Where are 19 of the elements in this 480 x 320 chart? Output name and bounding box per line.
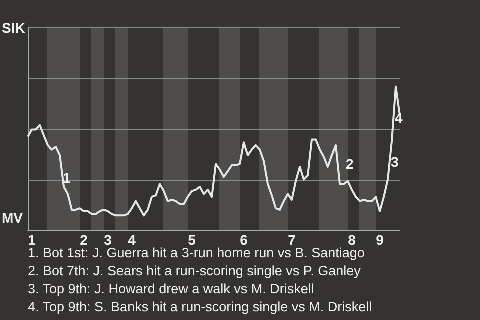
text: 3. Top 9th: J. Howard drew a walk vs M. Driskell <box>28 282 314 296</box>
annotation: 1 <box>63 170 71 186</box>
x-tick-label: 4 <box>128 232 136 248</box>
annotation: 3 <box>391 154 399 170</box>
text: SIK <box>2 20 26 36</box>
annotation: 4 <box>395 110 403 126</box>
x-tick-label: 1 <box>28 232 36 248</box>
text: 1. Bot 1st: J. Guerra hit a 3-run home run vs B. Santiago <box>28 246 365 260</box>
text: 4. Top 9th: S. Banks hit a run-scoring single vs M. Driskell <box>28 300 372 314</box>
x-tick-label: 8 <box>348 232 356 248</box>
x-tick-label: 2 <box>80 232 88 248</box>
x-tick-label: 5 <box>188 232 196 248</box>
x-tick-label: 7 <box>288 232 296 248</box>
x-tick-label: 3 <box>104 232 112 248</box>
x-tick-label: 6 <box>240 232 248 248</box>
annotation: 2 <box>346 156 354 172</box>
text: 2. Bot 7th: J. Sears hit a run-scoring single vs P. Ganley <box>28 264 362 278</box>
x-tick-label: 9 <box>376 232 384 248</box>
text: MV <box>2 210 24 226</box>
